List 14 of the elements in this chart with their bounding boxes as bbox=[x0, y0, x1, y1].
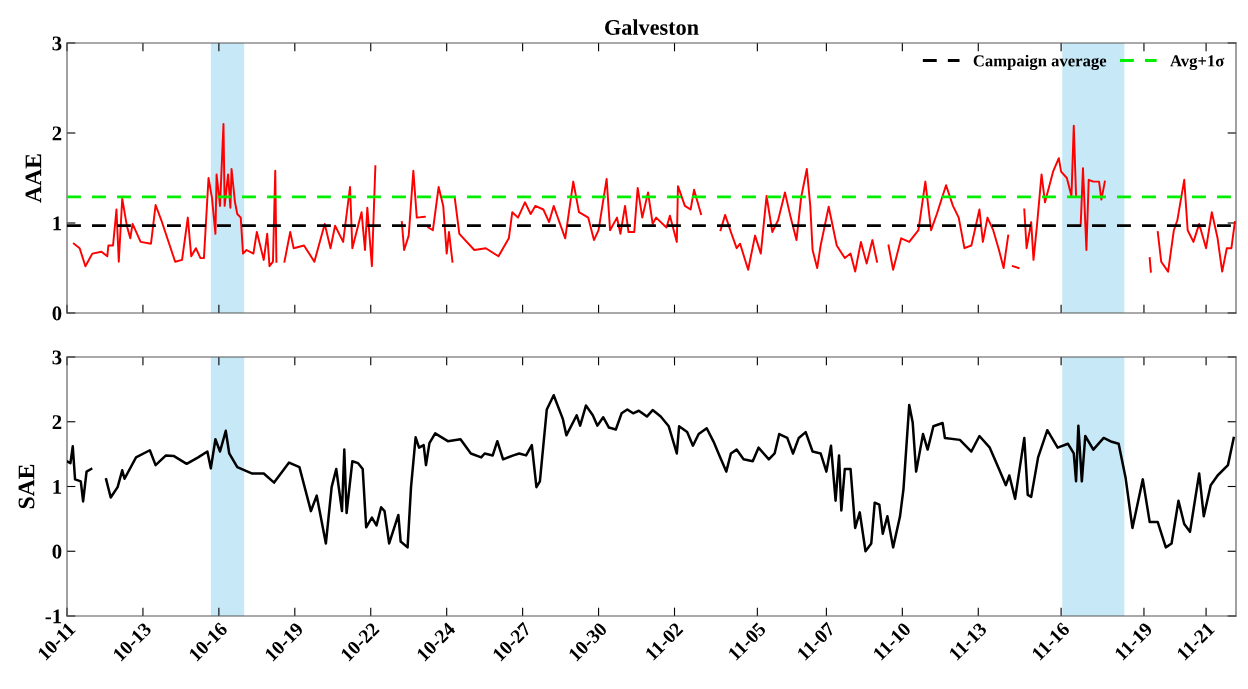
y-tick-label: 0 bbox=[52, 306, 62, 321]
legend-label: Campaign average bbox=[973, 54, 1107, 71]
y-axis-title: SAE bbox=[18, 464, 35, 509]
y-tick-label: 2 bbox=[52, 415, 62, 429]
y-axis-title: AAE bbox=[25, 154, 42, 203]
y-tick-label: 0 bbox=[52, 544, 62, 559]
chart-title: Galveston bbox=[605, 19, 699, 35]
y-tick-label: 2 bbox=[52, 126, 62, 141]
y-tick-label: 3 bbox=[52, 36, 62, 51]
y-tick-label: 3 bbox=[52, 350, 62, 365]
y-tick-label: 1 bbox=[53, 216, 62, 231]
y-tick-label: 1 bbox=[53, 479, 62, 494]
y-tick-label: -1 bbox=[45, 609, 62, 624]
legend-label: Avg+1σ bbox=[1170, 55, 1225, 71]
